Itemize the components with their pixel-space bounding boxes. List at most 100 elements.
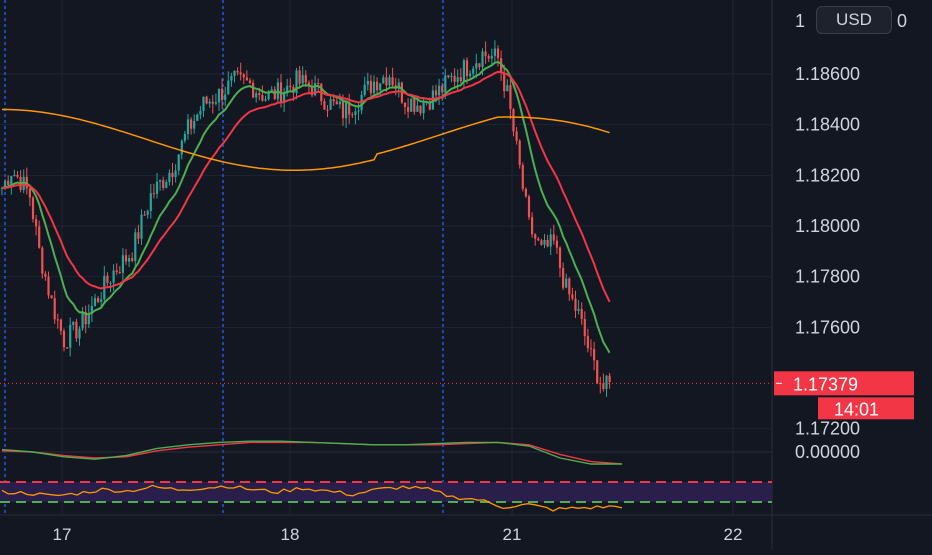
price-tick-label: 1.18200: [795, 165, 860, 185]
candle-down: [41, 247, 44, 274]
candle-down: [131, 258, 134, 261]
candle-up: [183, 133, 186, 141]
candle-down: [391, 77, 394, 86]
candle-down: [335, 101, 338, 105]
candle-up: [410, 98, 413, 112]
candle-down: [465, 60, 469, 76]
candle-up: [87, 313, 90, 325]
candle-down: [580, 308, 583, 319]
time-axis[interactable]: 17 18 21 22: [53, 525, 743, 544]
candle-down: [332, 99, 335, 102]
candle-up: [159, 180, 162, 182]
candle-down: [589, 348, 593, 350]
candle-up: [267, 91, 270, 100]
candle-up: [345, 101, 348, 119]
candle-up: [366, 80, 369, 85]
candle-down: [407, 106, 410, 112]
candle-up: [543, 239, 546, 245]
candle-up: [270, 89, 273, 92]
candle-up: [81, 311, 84, 329]
candle-up: [372, 81, 376, 94]
price-tick-label: 1.17200: [795, 419, 860, 439]
candle-down: [537, 238, 540, 241]
candle-down: [84, 311, 87, 325]
candle-up: [438, 85, 441, 96]
candle-down: [555, 240, 558, 248]
candle-down: [252, 82, 255, 98]
candle-down: [524, 188, 527, 197]
candle-down: [323, 101, 326, 110]
candle-up: [456, 77, 459, 82]
rsi-line: [1, 484, 623, 512]
candle-up: [397, 82, 400, 89]
candle-up: [0, 188, 4, 190]
candle-down: [115, 270, 118, 273]
candle-up: [121, 255, 124, 273]
candle-down: [512, 109, 515, 132]
candle-up: [286, 85, 289, 93]
candle-up: [379, 83, 382, 91]
candle-up: [112, 270, 115, 283]
candle-down: [53, 298, 56, 320]
candle-up: [577, 308, 580, 311]
candle-down: [245, 77, 248, 81]
candle-down: [434, 90, 438, 96]
candle-down: [211, 101, 214, 104]
candle-up: [382, 77, 385, 84]
candle-up: [388, 77, 391, 86]
candle-down: [596, 360, 599, 384]
candle-down: [273, 89, 276, 100]
candle-up: [255, 93, 258, 98]
candle-up: [180, 140, 183, 155]
candle-down: [298, 70, 301, 84]
candle-down: [552, 234, 555, 241]
candle-down: [242, 74, 245, 78]
candle-up: [199, 110, 202, 115]
candle-down: [351, 114, 354, 116]
candle-down: [496, 48, 500, 59]
candle-up: [78, 328, 81, 339]
candle-down: [59, 319, 62, 331]
candle-down: [62, 330, 66, 348]
candle-up: [549, 234, 552, 247]
candle-down: [171, 172, 174, 178]
candle-down: [453, 75, 456, 82]
currency-button[interactable]: USD: [816, 6, 892, 34]
candle-up: [227, 80, 230, 95]
candle-up: [283, 92, 286, 103]
candle-down: [531, 217, 534, 235]
ma-mid-line: [1, 70, 611, 303]
candle-up: [196, 114, 199, 122]
candle-down: [546, 239, 549, 247]
candle-down: [586, 336, 589, 349]
candle-down: [38, 226, 41, 248]
candle-up: [174, 170, 177, 178]
candle-down: [562, 267, 565, 288]
candle-up: [605, 375, 608, 389]
candle-up: [140, 214, 143, 239]
candle-down: [124, 255, 128, 262]
candle-down: [106, 275, 109, 283]
candle-down: [28, 188, 31, 198]
candle-down: [521, 164, 524, 189]
candle-down: [97, 298, 100, 302]
candle-up: [128, 258, 131, 262]
price-tick-label: 1.17600: [795, 317, 860, 337]
price-tick-label: 1.18000: [795, 216, 860, 236]
candle-up: [295, 70, 298, 93]
candle-down: [568, 278, 571, 295]
candle-up: [472, 68, 475, 74]
candle-down: [44, 273, 47, 277]
candle-down: [75, 321, 78, 339]
candle-up: [264, 99, 267, 101]
candle-up: [224, 94, 227, 101]
price-badges: 1.17379 14:01: [774, 371, 914, 420]
candle-up: [493, 48, 496, 56]
price-axis[interactable]: 1.18600 1.18400 1.18200 1.18000 1.17800 1.176…: [795, 11, 907, 462]
candle-up: [165, 181, 168, 188]
candle-down: [143, 214, 146, 216]
candle-up: [475, 63, 478, 69]
candles[interactable]: [0, 40, 611, 397]
